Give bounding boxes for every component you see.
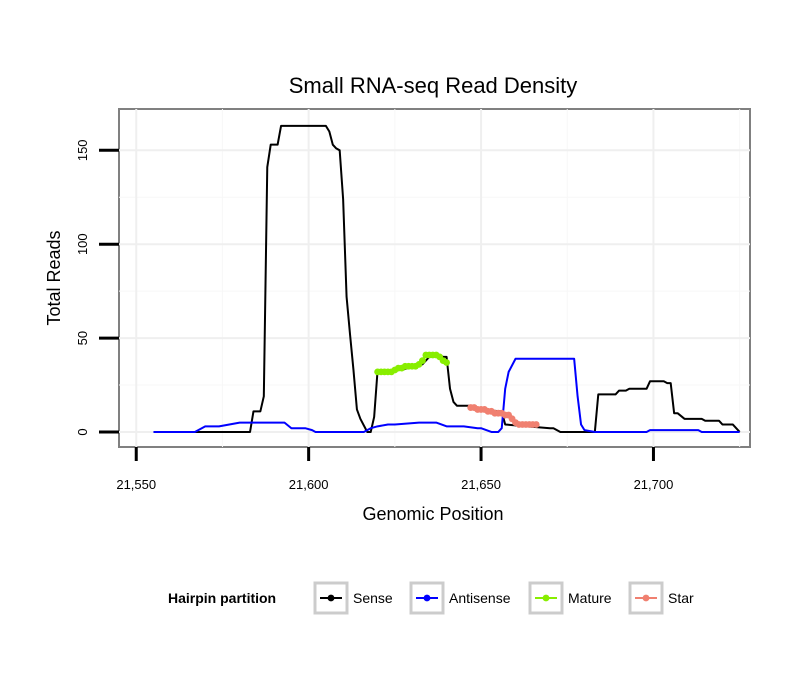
plot-border	[118, 108, 751, 448]
legend-key-point	[327, 594, 335, 602]
y-axis: 0 50 100 150	[75, 139, 119, 436]
plot-panel	[118, 108, 751, 448]
legend-label-mature: Mature	[568, 590, 612, 606]
y-tick-label: 100	[75, 233, 90, 255]
series-line-sense	[153, 124, 741, 433]
legend-item-mature: Mature	[528, 581, 612, 615]
x-tick-label: 21,650	[461, 477, 501, 492]
legend-title: Hairpin partition	[168, 590, 276, 606]
chart-title: Small RNA-seq Read Density	[289, 73, 578, 98]
x-tick-label: 21,550	[116, 477, 156, 492]
data-point-mature	[443, 359, 450, 366]
x-tick-label: 21,600	[289, 477, 329, 492]
legend-key-point	[423, 594, 431, 602]
legend-key-point	[642, 594, 650, 602]
series-antisense	[153, 357, 740, 433]
legend-label-star: Star	[668, 590, 694, 606]
series-layer	[153, 124, 741, 433]
x-axis-label: Genomic Position	[362, 504, 503, 524]
series-mature	[374, 351, 450, 376]
y-tick-label: 150	[75, 139, 90, 161]
legend-key-point	[542, 594, 550, 602]
legend-item-star: Star	[628, 581, 694, 615]
data-point-mature	[419, 357, 426, 365]
x-axis: 21,550 21,600 21,650 21,700	[116, 447, 673, 492]
y-tick-label: 50	[75, 331, 90, 345]
data-point-star	[532, 421, 540, 428]
legend: Hairpin partition Sense Antisense Mature St…	[168, 581, 694, 615]
legend-label-antisense: Antisense	[449, 590, 511, 606]
series-star	[467, 404, 540, 428]
series-sense	[153, 124, 741, 433]
legend-label-sense: Sense	[353, 590, 393, 606]
y-tick-label: 0	[75, 428, 90, 435]
series-line-antisense	[153, 357, 740, 433]
legend-item-antisense: Antisense	[409, 581, 511, 615]
x-tick-label: 21,700	[634, 477, 674, 492]
y-axis-label: Total Reads	[44, 230, 64, 325]
legend-items: Sense Antisense Mature Star	[313, 581, 694, 615]
legend-item-sense: Sense	[313, 581, 393, 615]
